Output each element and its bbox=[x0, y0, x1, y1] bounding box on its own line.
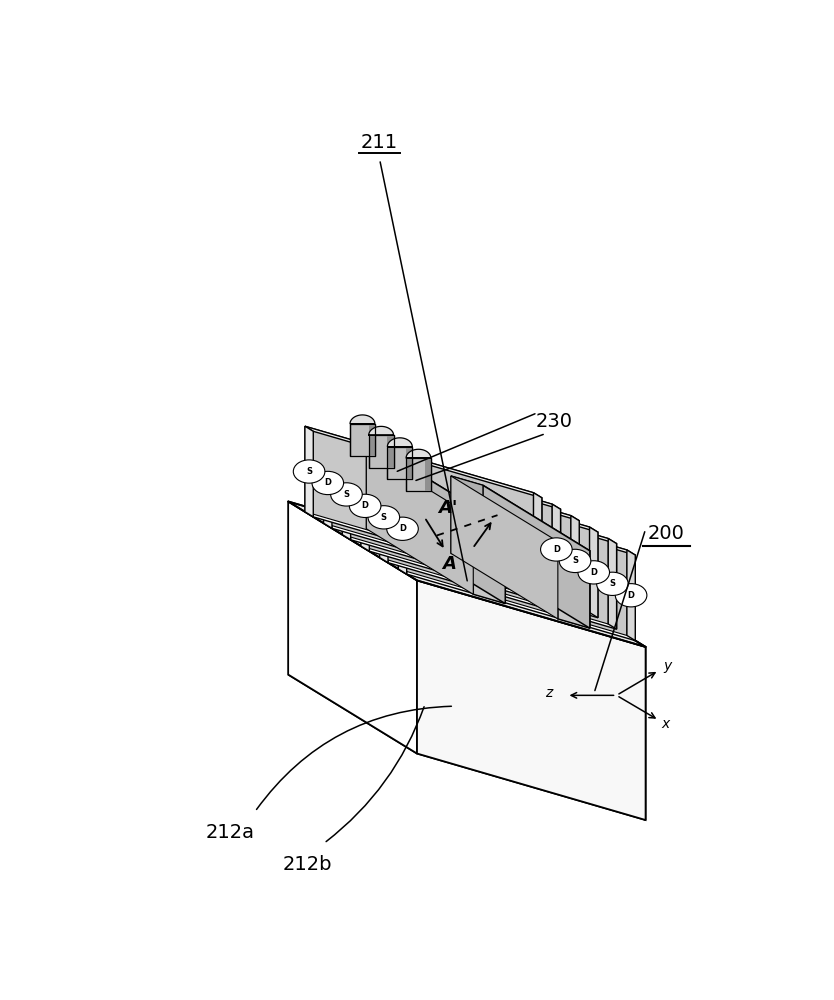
Polygon shape bbox=[305, 426, 314, 517]
Text: 211: 211 bbox=[361, 133, 398, 152]
Polygon shape bbox=[366, 451, 399, 538]
Polygon shape bbox=[366, 451, 505, 526]
Text: S: S bbox=[381, 513, 387, 522]
Ellipse shape bbox=[294, 460, 325, 483]
Text: z: z bbox=[545, 686, 552, 700]
Polygon shape bbox=[407, 489, 636, 641]
Text: 200: 200 bbox=[648, 524, 685, 543]
Ellipse shape bbox=[330, 483, 362, 506]
Polygon shape bbox=[379, 472, 616, 544]
Text: S: S bbox=[610, 579, 615, 588]
Text: D: D bbox=[399, 524, 406, 533]
Polygon shape bbox=[406, 447, 412, 479]
Polygon shape bbox=[369, 424, 375, 456]
Polygon shape bbox=[558, 542, 590, 628]
Text: D: D bbox=[590, 568, 597, 577]
Polygon shape bbox=[379, 472, 388, 563]
Polygon shape bbox=[305, 426, 542, 498]
Ellipse shape bbox=[578, 561, 610, 584]
Polygon shape bbox=[473, 517, 505, 604]
Polygon shape bbox=[289, 501, 646, 647]
Polygon shape bbox=[406, 449, 431, 458]
Polygon shape bbox=[342, 449, 580, 521]
Polygon shape bbox=[425, 458, 431, 491]
Polygon shape bbox=[332, 443, 560, 595]
Polygon shape bbox=[417, 580, 646, 820]
Polygon shape bbox=[324, 438, 560, 509]
Text: 212a: 212a bbox=[205, 823, 254, 842]
Polygon shape bbox=[289, 501, 417, 754]
Polygon shape bbox=[342, 449, 570, 601]
Ellipse shape bbox=[540, 538, 572, 561]
Polygon shape bbox=[314, 431, 542, 583]
Polygon shape bbox=[517, 568, 646, 820]
Text: 212b: 212b bbox=[283, 855, 332, 874]
Polygon shape bbox=[361, 461, 369, 551]
Polygon shape bbox=[387, 438, 412, 447]
Polygon shape bbox=[570, 516, 580, 606]
Polygon shape bbox=[369, 435, 394, 468]
Ellipse shape bbox=[368, 506, 399, 529]
Polygon shape bbox=[399, 483, 627, 635]
Polygon shape bbox=[406, 458, 431, 491]
Ellipse shape bbox=[615, 584, 647, 607]
Text: D: D bbox=[553, 545, 560, 554]
Polygon shape bbox=[289, 675, 646, 820]
Text: x: x bbox=[661, 717, 670, 731]
Polygon shape bbox=[361, 461, 590, 613]
Polygon shape bbox=[369, 466, 598, 618]
Polygon shape bbox=[608, 538, 616, 629]
Polygon shape bbox=[627, 550, 636, 641]
Polygon shape bbox=[590, 527, 598, 618]
Polygon shape bbox=[305, 426, 534, 578]
Text: S: S bbox=[344, 490, 349, 499]
Text: A': A' bbox=[438, 499, 457, 517]
Polygon shape bbox=[324, 438, 552, 590]
Text: y: y bbox=[663, 659, 671, 673]
Polygon shape bbox=[451, 476, 590, 551]
Polygon shape bbox=[366, 451, 473, 594]
Text: 230: 230 bbox=[535, 412, 573, 431]
Polygon shape bbox=[451, 476, 483, 563]
Polygon shape bbox=[483, 485, 590, 628]
Polygon shape bbox=[379, 472, 608, 624]
Ellipse shape bbox=[349, 494, 381, 518]
Polygon shape bbox=[369, 426, 394, 435]
Text: S: S bbox=[306, 467, 312, 476]
Polygon shape bbox=[350, 415, 375, 424]
Polygon shape bbox=[342, 449, 350, 540]
Polygon shape bbox=[361, 461, 598, 532]
Polygon shape bbox=[534, 493, 542, 583]
Text: D: D bbox=[362, 501, 369, 510]
Ellipse shape bbox=[596, 572, 628, 595]
Polygon shape bbox=[350, 424, 375, 456]
Polygon shape bbox=[388, 477, 616, 629]
Polygon shape bbox=[399, 461, 505, 604]
Text: S: S bbox=[572, 556, 578, 565]
Polygon shape bbox=[552, 504, 560, 595]
Ellipse shape bbox=[312, 471, 344, 495]
Polygon shape bbox=[399, 483, 407, 574]
Text: A: A bbox=[443, 555, 456, 573]
Polygon shape bbox=[387, 447, 412, 479]
Polygon shape bbox=[324, 438, 332, 528]
Text: D: D bbox=[628, 591, 635, 600]
Ellipse shape bbox=[387, 517, 419, 540]
Polygon shape bbox=[451, 476, 558, 619]
Polygon shape bbox=[350, 454, 580, 606]
Polygon shape bbox=[387, 435, 394, 468]
Text: D: D bbox=[324, 478, 331, 487]
Polygon shape bbox=[399, 483, 636, 555]
Ellipse shape bbox=[560, 549, 590, 573]
